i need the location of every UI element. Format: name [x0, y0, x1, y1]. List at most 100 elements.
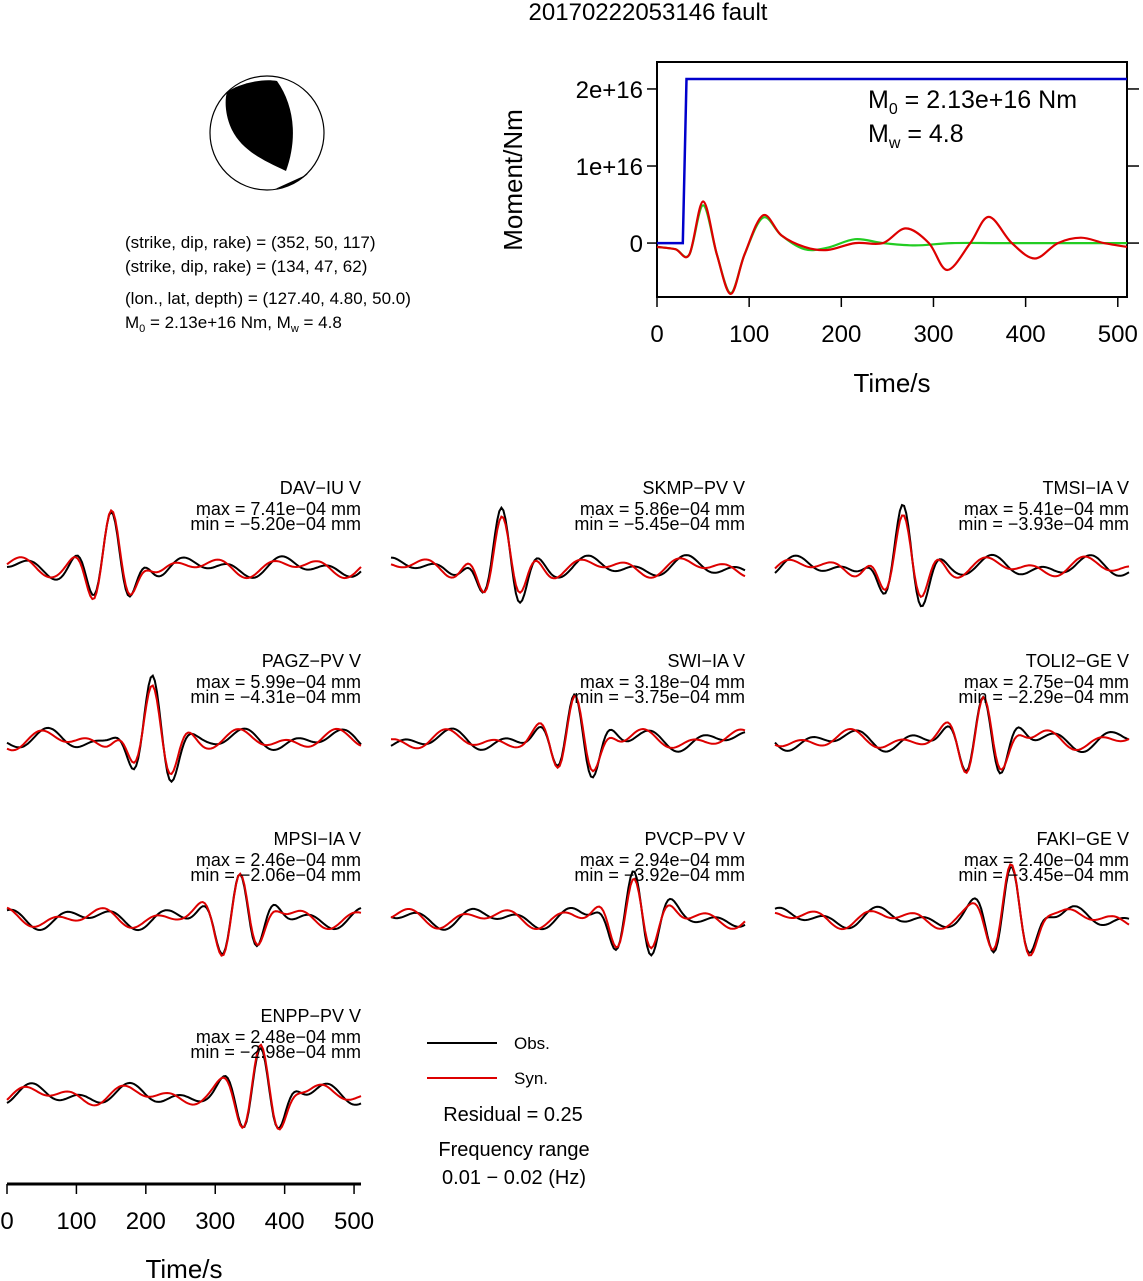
m0-label: M	[125, 313, 139, 332]
station-max: max = 2.94e−04 mm	[580, 850, 745, 870]
station-max: max = 5.86e−04 mm	[580, 499, 745, 519]
waveform-x-tick-label: 400	[265, 1208, 305, 1235]
beachball-compression-1	[225, 80, 293, 171]
station-min: min = −3.45e−04 mm	[958, 865, 1129, 885]
waveform-x-label: Time/s	[145, 1254, 222, 1281]
waveform-x-tick-label: 0	[0, 1208, 13, 1235]
anno-m0-sub: 0	[889, 101, 898, 118]
station-min: min = −3.92e−04 mm	[574, 865, 745, 885]
waveform-x-tick-label: 300	[195, 1208, 235, 1235]
station-trace-syn	[6, 1043, 362, 1131]
station-max: max = 2.75e−04 mm	[964, 672, 1129, 692]
moment-series-blue	[657, 77, 1127, 245]
beachball	[209, 75, 325, 191]
anno-mw-sub: w	[888, 135, 901, 152]
moment-x-tick-label: 400	[1006, 321, 1046, 348]
station-name: TOLI2−GE V	[1026, 651, 1129, 671]
station-name: PVCP−PV V	[644, 829, 745, 849]
station-name: SWI−IA V	[667, 651, 745, 671]
station-trace-obs	[774, 866, 1130, 955]
moment-plot-frame	[656, 61, 1128, 298]
moment-annotation-m0: M0 = 2.13e+16 Nm	[868, 86, 1077, 118]
mw-value: = 4.8	[299, 313, 342, 332]
station-trace-syn	[390, 694, 746, 773]
legend-obs-label: Obs.	[514, 1034, 550, 1053]
m0-sub: 0	[139, 323, 145, 335]
station-max: max = 5.99e−04 mm	[196, 672, 361, 692]
station-min: min = −2.98e−04 mm	[190, 1042, 361, 1062]
station-trace-obs	[6, 510, 362, 598]
nodal-plane-1: (strike, dip, rake) = (352, 50, 117)	[125, 233, 376, 252]
station-trace-syn	[390, 877, 746, 950]
anno-m0-label: M	[868, 86, 889, 114]
station-name: ENPP−PV V	[260, 1006, 361, 1026]
moment-series-green	[656, 204, 1127, 295]
moment-series	[656, 77, 1128, 296]
moment-y-tick-label: 1e+16	[576, 154, 643, 181]
anno-mw-value: = 4.8	[900, 120, 963, 148]
moment-magnitude-line: M0 = 2.13e+16 Nm, Mw = 4.8	[125, 313, 342, 335]
mw-sub: w	[290, 323, 299, 335]
station-trace-syn	[774, 863, 1130, 957]
moment-series-red	[656, 200, 1128, 296]
hypocenter-location: (lon., lat, depth) = (127.40, 4.80, 50.0…	[125, 289, 411, 308]
residual-text: Residual = 0.25	[443, 1104, 583, 1126]
station-min: min = −2.29e−04 mm	[958, 687, 1129, 707]
waveform-time-axis: Time/s 0 100 200 300 400 500	[0, 1182, 374, 1281]
station-name: PAGZ−PV V	[262, 651, 361, 671]
station-min: min = −5.20e−04 mm	[190, 514, 361, 534]
station-min: min = −3.75e−04 mm	[574, 687, 745, 707]
moment-x-tick-label: 300	[913, 321, 953, 348]
station-trace-syn	[774, 514, 1130, 599]
station-max: max = 2.46e−04 mm	[196, 850, 361, 870]
anno-mw-label: M	[868, 120, 889, 148]
moment-x-ticks: 0 100 200 300 400 500	[650, 297, 1138, 348]
moment-x-tick-label: 500	[1098, 321, 1138, 348]
station-name: MPSI−IA V	[273, 829, 361, 849]
station-trace-syn	[390, 515, 746, 595]
station-trace-syn	[6, 508, 362, 601]
moment-y-tick-label: 2e+16	[576, 77, 643, 104]
nodal-plane-2: (strike, dip, rake) = (134, 47, 62)	[125, 257, 367, 276]
station-name: TMSI−IA V	[1042, 478, 1129, 498]
figure-title: 20170222053146 fault	[529, 0, 768, 26]
station-trace-syn	[6, 684, 362, 776]
station-trace-obs	[774, 695, 1130, 775]
moment-chart: 0 100 200 300 400 500 0 1e+16 2e+16 Time/s Mome…	[498, 61, 1139, 398]
station-min: min = −2.06e−04 mm	[190, 865, 361, 885]
station-max: max = 3.18e−04 mm	[580, 672, 745, 692]
station-max: max = 5.41e−04 mm	[964, 499, 1129, 519]
station-min: min = −3.93e−04 mm	[958, 514, 1129, 534]
moment-y-label: Moment/Nm	[498, 109, 528, 251]
mechanism-info: (strike, dip, rake) = (352, 50, 117) (st…	[125, 233, 411, 335]
station-trace-syn	[774, 695, 1130, 775]
waveform-x-tick-label: 200	[126, 1208, 166, 1235]
station-trace-obs	[390, 505, 746, 605]
moment-x-tick-label: 0	[650, 321, 663, 348]
station-trace-obs	[774, 503, 1130, 608]
station-trace-syn	[6, 872, 362, 957]
anno-m0-value: = 2.13e+16 Nm	[898, 86, 1077, 114]
legend: Obs. Syn. Residual = 0.25 Frequency rang…	[427, 1034, 590, 1189]
station-max: max = 7.41e−04 mm	[196, 499, 361, 519]
station-max: max = 2.40e−04 mm	[964, 850, 1129, 870]
m0-value: = 2.13e+16 Nm, M	[145, 313, 291, 332]
waveform-x-tick-label: 500	[334, 1208, 374, 1235]
moment-y-ticks: 0 1e+16 2e+16	[576, 77, 1139, 258]
moment-annotation-mw: Mw = 4.8	[868, 120, 964, 152]
station-min: min = −5.45e−04 mm	[574, 514, 745, 534]
moment-x-tick-label: 200	[821, 321, 861, 348]
legend-syn-label: Syn.	[514, 1069, 548, 1088]
frequency-title: Frequency range	[438, 1139, 589, 1161]
beachball-compression-2	[275, 174, 308, 189]
